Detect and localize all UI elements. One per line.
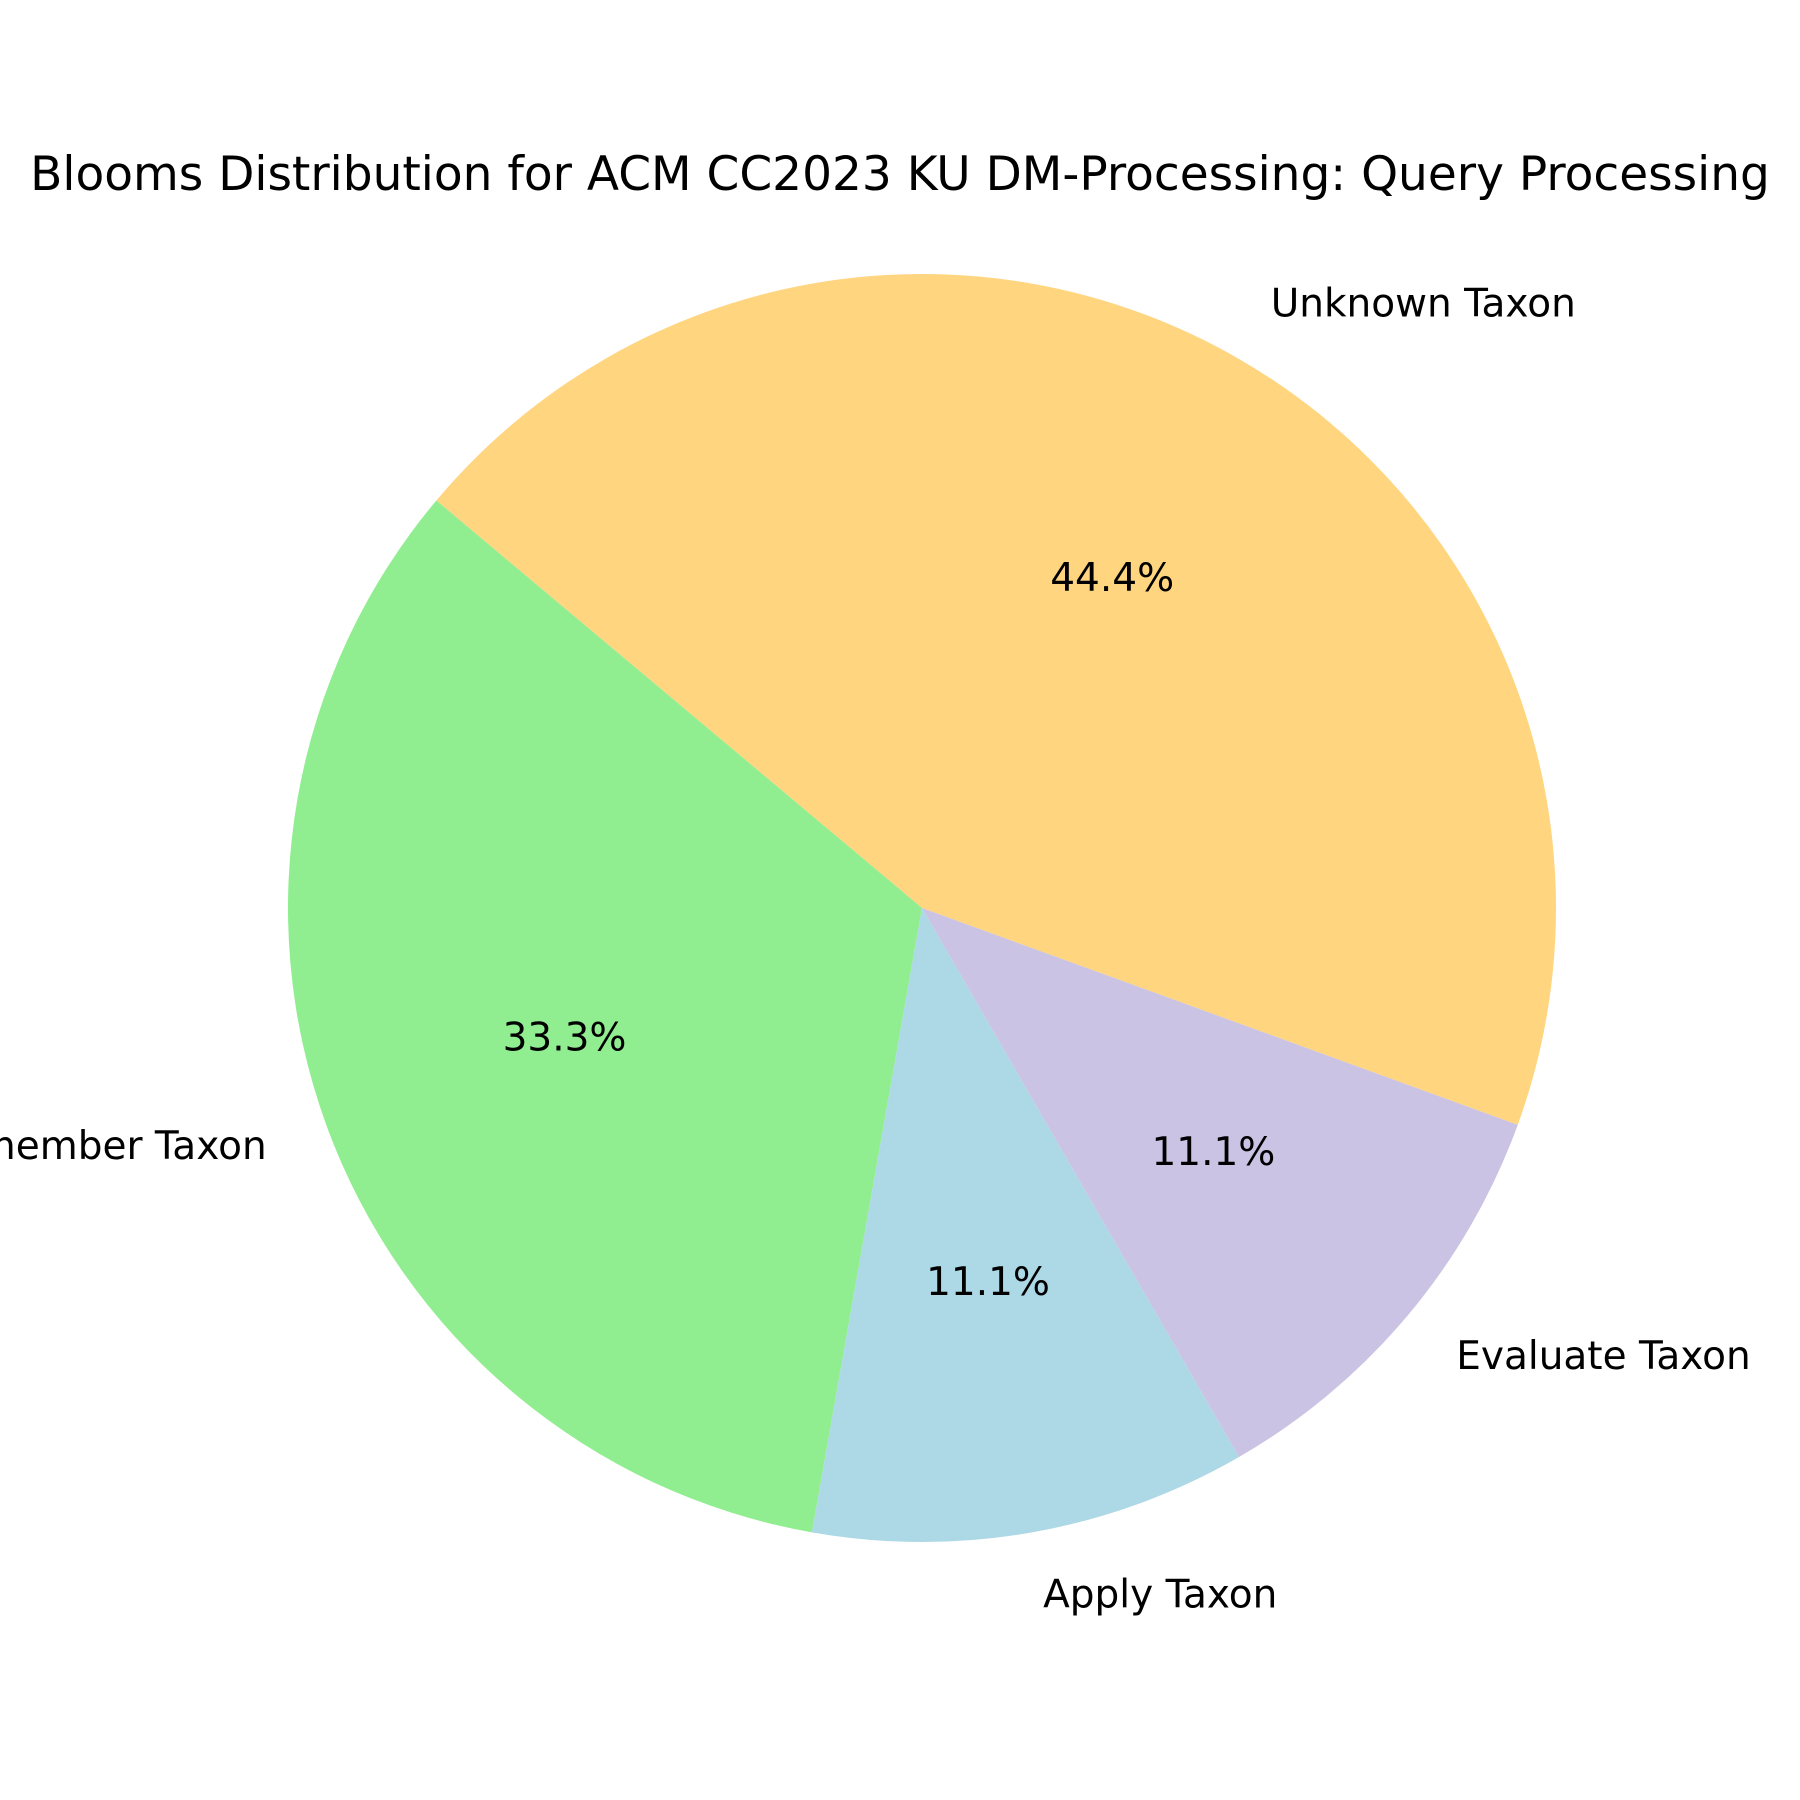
pct-label-apply-taxon: 11.1% — [926, 1260, 1050, 1305]
pie-labels: 44.4% Unknown Taxon 33.3% Remember Taxon 11.… — [0, 282, 1751, 1618]
category-label-apply-taxon: Apply Taxon — [1043, 1572, 1277, 1617]
pie-slices — [287, 273, 1557, 1543]
pct-label-evaluate-taxon: 11.1% — [1151, 1130, 1275, 1175]
category-label-remember-taxon: Remember Taxon — [0, 1124, 267, 1169]
slice-evaluate-taxon — [922, 908, 1518, 1458]
slice-apply-taxon — [811, 908, 1239, 1543]
pct-label-unknown-taxon: 44.4% — [1050, 556, 1174, 601]
slice-unknown-taxon — [436, 273, 1557, 1125]
pct-label-remember-taxon: 33.3% — [503, 1016, 627, 1061]
slice-remember-taxon — [287, 500, 922, 1533]
category-label-unknown-taxon: Unknown Taxon — [1271, 282, 1576, 327]
category-label-evaluate-taxon: Evaluate Taxon — [1456, 1334, 1750, 1379]
chart-title: Blooms Distribution for ACM CC2023 KU DM… — [30, 147, 1770, 202]
